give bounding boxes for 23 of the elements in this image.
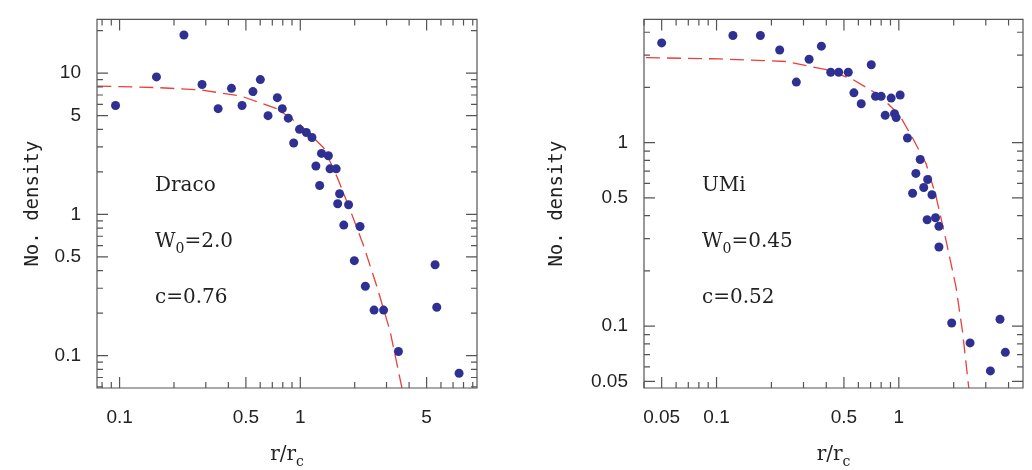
- x-tick-label: 5: [421, 405, 432, 427]
- annotation: c=0.52: [702, 284, 775, 309]
- y-tick-label: 0.05: [591, 369, 628, 391]
- y-tick-label: 0.5: [54, 245, 81, 267]
- y-tick-label: 10: [59, 61, 81, 83]
- y-tick-label: 0.1: [54, 343, 81, 365]
- annotation: UMi: [702, 172, 746, 197]
- y-axis-title: No. density: [544, 140, 566, 267]
- annotation: c=0.76: [155, 284, 228, 309]
- y-axis-title: No. density: [20, 140, 42, 267]
- x-tick-label: 0.5: [232, 405, 260, 427]
- x-tick-label: 1: [295, 405, 306, 427]
- x-tick-label: 0.1: [106, 405, 133, 427]
- y-tick-label: 0.1: [601, 314, 628, 336]
- y-tick-label: 1: [70, 202, 81, 224]
- y-tick-label: 1: [617, 130, 628, 152]
- x-tick-label: 0.05: [643, 405, 681, 427]
- x-tick-label: 1: [893, 405, 905, 427]
- y-tick-label: 5: [70, 103, 81, 125]
- y-tick-label: 0.5: [601, 186, 628, 208]
- x-tick-label: 0.5: [830, 405, 858, 427]
- annotation: Draco: [155, 172, 216, 197]
- x-tick-label: 0.1: [703, 405, 730, 427]
